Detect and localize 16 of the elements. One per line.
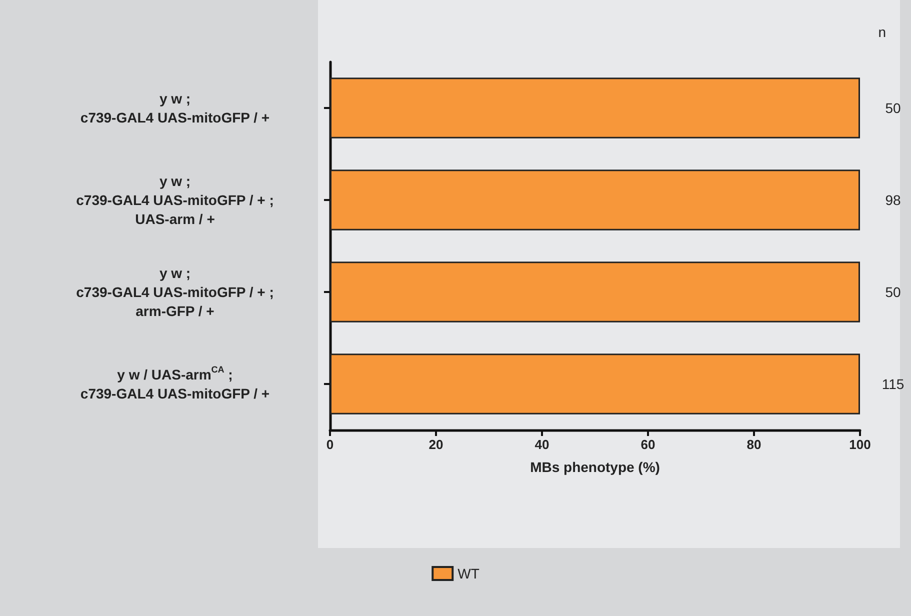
text: n: [878, 24, 886, 40]
x-tick-label: 40: [534, 437, 550, 452]
x-tick-label: 60: [640, 437, 656, 452]
text: 98: [885, 192, 901, 208]
text: 50: [885, 284, 901, 300]
y-tick-label: y w ; c739-GAL4 UAS-mitoGFP / + ; arm-GFP / +: [76, 265, 274, 319]
text: 115: [882, 376, 904, 392]
x-tick-label: 100: [849, 437, 871, 452]
x-axis-title: MBs phenotype (%): [530, 459, 660, 475]
x-tick-label: 80: [746, 437, 762, 452]
text: 50: [885, 100, 901, 116]
x-tick-label: 0: [326, 437, 334, 452]
y-tick-label: y w ; c739-GAL4 UAS-mitoGFP / +: [80, 90, 270, 126]
x-tick-label: 20: [428, 437, 444, 452]
legend-label: WT: [458, 566, 480, 582]
y-tick-label: y w ; c739-GAL4 UAS-mitoGFP / + ; UAS-arm / +: [76, 173, 274, 227]
